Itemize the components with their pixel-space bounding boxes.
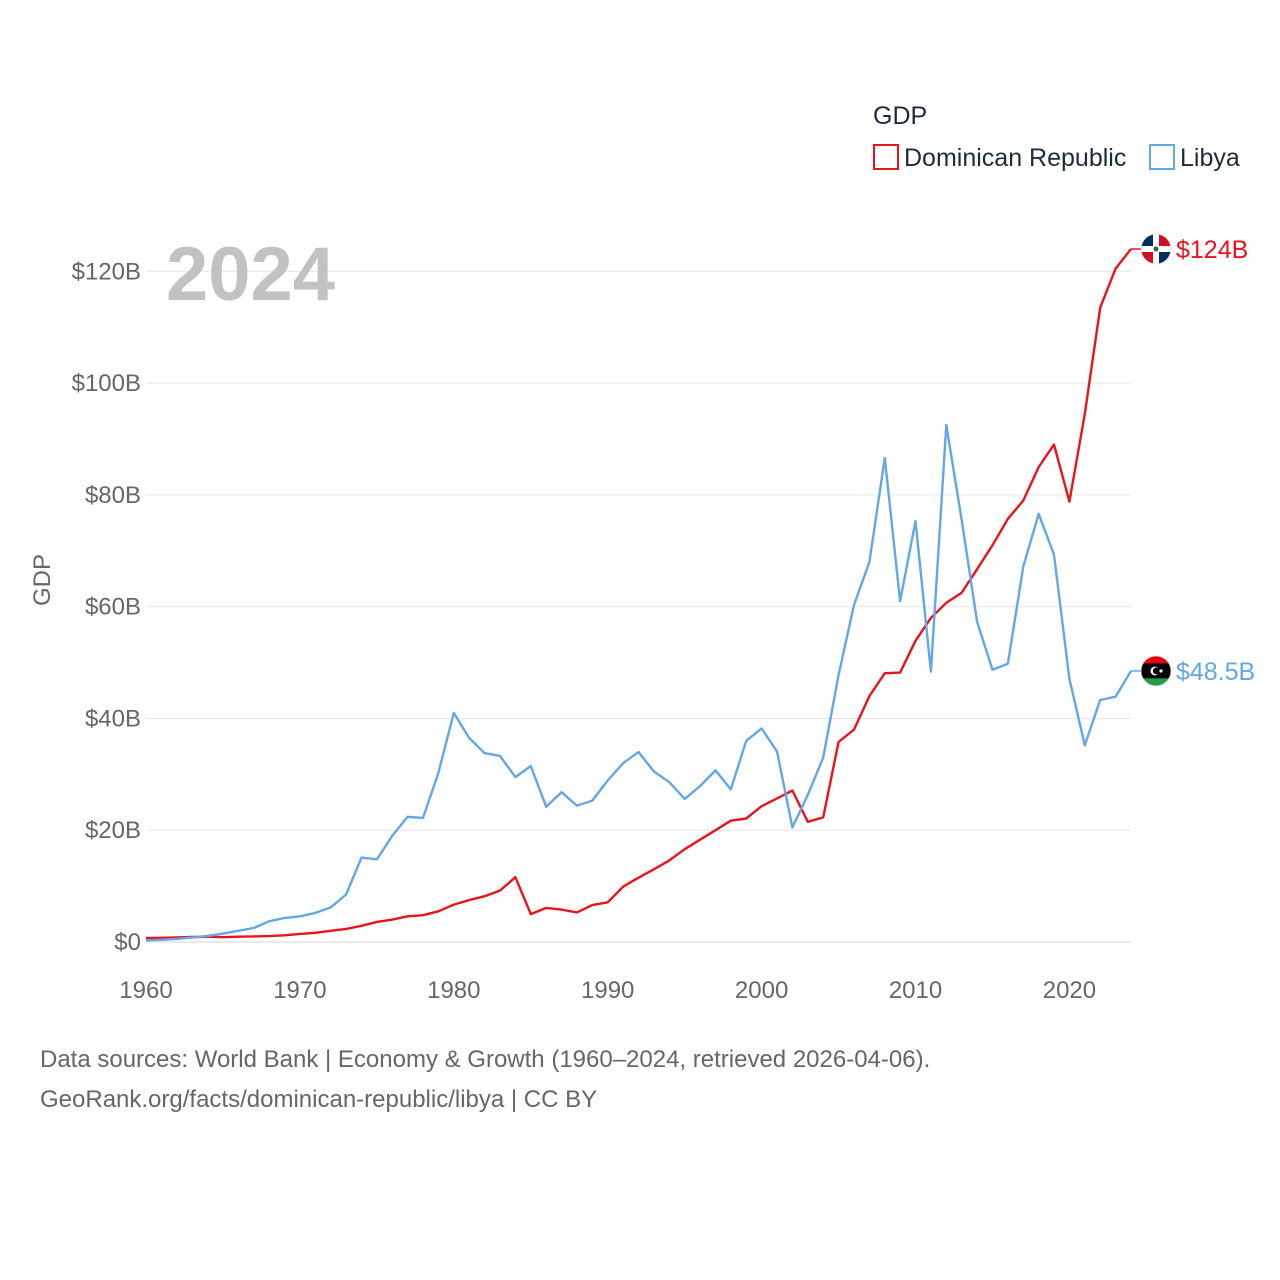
series-line-dominican-republic	[145, 248, 1132, 940]
flag-body	[1141, 655, 1171, 686]
x-tick-label: 1960	[119, 977, 172, 1004]
flag-emblem	[1153, 246, 1159, 252]
flag-green-band	[1141, 678, 1171, 686]
y-axis-label: GDP	[29, 554, 56, 606]
footer-link: GeoRank.org/facts/dominican-republic/lib…	[40, 1086, 598, 1113]
x-tick-label: 1990	[581, 977, 634, 1004]
x-tick-label: 2010	[889, 977, 942, 1004]
footer-source: Data sources: World Bank | Economy & Gro…	[40, 1046, 931, 1073]
flag-ring	[1140, 655, 1172, 687]
flag-blue-br	[1159, 252, 1171, 264]
series-line-libya	[145, 423, 1133, 942]
end-label-dominican-republic: $124B	[1176, 236, 1248, 264]
year-label: 2024	[166, 232, 335, 317]
series-end-markers: $124B $48.5B	[1131, 233, 1255, 687]
x-tick-label: 2000	[735, 977, 788, 1004]
y-tick-label: $60B	[85, 594, 141, 621]
flag-star	[1159, 669, 1163, 673]
y-tick-label: $40B	[85, 705, 141, 732]
legend-swatch-dominican-republic	[873, 144, 899, 170]
libya-flag-icon	[1140, 655, 1172, 687]
gridlines	[146, 270, 1131, 943]
y-tick-label: $100B	[72, 370, 141, 397]
y-tick-label: $0	[114, 929, 141, 956]
legend-label-dominican-republic: Dominican Republic	[904, 144, 1126, 172]
x-axis-ticks: 1960 1970 1980 1990 2000 2010 2020	[119, 977, 1096, 1004]
legend-title: GDP	[873, 102, 927, 130]
y-tick-label: $20B	[85, 817, 141, 844]
flag-crescent-inner	[1152, 667, 1161, 675]
legend-label-libya: Libya	[1180, 144, 1240, 172]
legend-item-libya[interactable]: Libya	[1149, 144, 1240, 172]
flag-red-tr	[1159, 234, 1171, 246]
x-tick-label: 2020	[1043, 977, 1096, 1004]
x-tick-label: 1970	[273, 977, 326, 1004]
legend: GDP Dominican Republic Libya	[873, 102, 1240, 172]
end-label-libya: $48.5B	[1176, 658, 1255, 686]
flag-red-bl	[1141, 252, 1153, 264]
y-tick-label: $80B	[85, 482, 141, 509]
footer: Data sources: World Bank | Economy & Gro…	[40, 1040, 930, 1120]
flag-blue-tl	[1141, 234, 1153, 246]
dominican-republic-flag-icon	[1140, 233, 1172, 265]
x-tick-label: 1980	[427, 977, 480, 1004]
flag-red-band	[1141, 655, 1171, 664]
legend-item-dominican-republic[interactable]: Dominican Republic	[873, 144, 1126, 172]
y-axis-ticks: $0 $20B $40B $60B $80B $100B $120B	[72, 258, 141, 956]
flag-ring	[1140, 233, 1172, 265]
legend-swatch-libya	[1149, 144, 1175, 170]
series-lines	[145, 248, 1133, 942]
y-tick-label: $120B	[72, 258, 141, 285]
